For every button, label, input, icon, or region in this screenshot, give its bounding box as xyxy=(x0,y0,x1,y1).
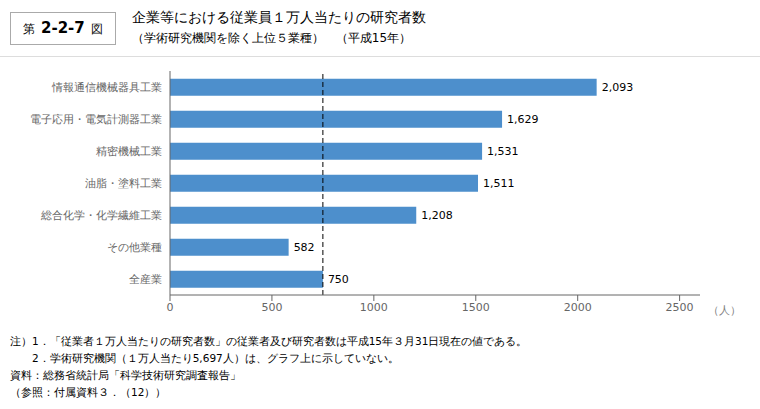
svg-text:750: 750 xyxy=(328,273,349,286)
svg-text:1000: 1000 xyxy=(360,301,388,314)
html-text:第 2-2-7 図: 第 2-2-7 図 xyxy=(23,18,103,37)
svg-text:その他業種: その他業種 xyxy=(107,241,162,254)
svg-text:500: 500 xyxy=(261,301,282,314)
svg-text:総合化学・化学繊維工業: 総合化学・化学繊維工業 xyxy=(40,209,162,222)
svg-text:0: 0 xyxy=(167,301,174,314)
svg-text:2,093: 2,093 xyxy=(602,81,634,94)
svg-text:2500: 2500 xyxy=(666,301,694,314)
svg-text:全産業: 全産業 xyxy=(129,273,162,286)
html-text:注）1．「従業者１万人当たりの研究者数」の従業者及び研究者数: 注）1．「従業者１万人当たりの研究者数」の従業者及び研究者数は平成15年３月31… xyxy=(10,335,528,347)
svg-text:（人）: （人） xyxy=(708,304,741,317)
html-text:（参照：付属資料３．（12））: （参照：付属資料３．（12）） xyxy=(10,386,167,398)
svg-text:582: 582 xyxy=(294,241,315,254)
html-text:資料：総務省統計局「科学技術研究調査報告」: 資料：総務省統計局「科学技術研究調査報告」 xyxy=(10,369,241,381)
svg-text:1,531: 1,531 xyxy=(487,145,519,158)
svg-text:油脂・塗料工業: 油脂・塗料工業 xyxy=(85,177,162,190)
svg-text:電子応用・電気計測器工業: 電子応用・電気計測器工業 xyxy=(30,113,162,126)
svg-text:1,629: 1,629 xyxy=(507,113,539,126)
svg-text:精密機械工業: 精密機械工業 xyxy=(96,145,162,158)
svg-text:1500: 1500 xyxy=(462,301,490,314)
svg-text:1,511: 1,511 xyxy=(483,177,515,190)
svg-text:2000: 2000 xyxy=(564,301,592,314)
svg-text:情報通信機械器具工業: 情報通信機械器具工業 xyxy=(51,81,162,94)
html-text:企業等における従業員１万人当たりの研究者数: 企業等における従業員１万人当たりの研究者数 xyxy=(131,9,426,25)
html-text:2．学術研究機関（１万人当たり5,697人）は、グラフ上に示: 2．学術研究機関（１万人当たり5,697人）は、グラフ上に示していない。 xyxy=(10,352,399,364)
html-text:（学術研究機関を除く上位５業種） （平成15年）: （学術研究機関を除く上位５業種） （平成15年） xyxy=(131,31,411,45)
svg-text:1,208: 1,208 xyxy=(421,209,453,222)
